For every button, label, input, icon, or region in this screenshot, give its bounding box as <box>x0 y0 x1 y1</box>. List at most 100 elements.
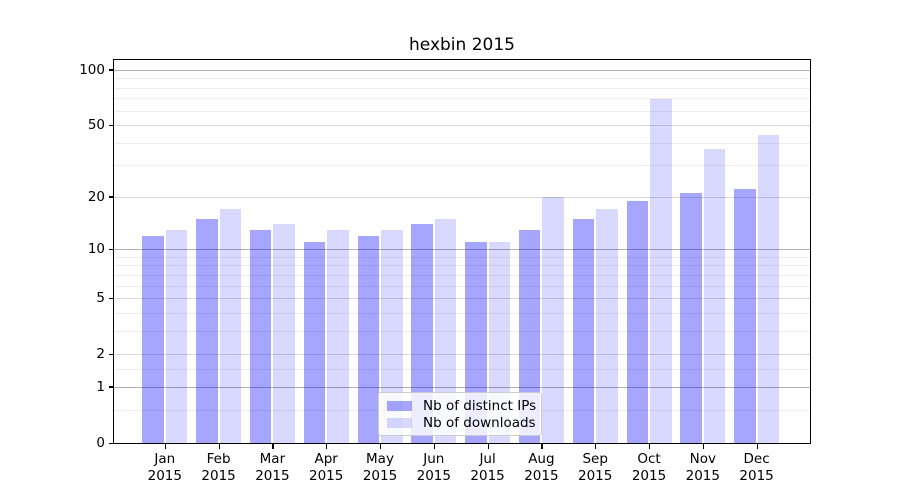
bar-distinct-ips-aug <box>518 229 541 443</box>
x-tick-month: Oct <box>637 451 661 467</box>
x-tick-year: 2015 <box>685 468 720 484</box>
x-tick-mark-feb <box>218 444 220 449</box>
x-tick-month: Nov <box>689 451 716 467</box>
x-tick-mark-oct <box>649 444 651 449</box>
x-tick-year: 2015 <box>255 468 290 484</box>
gridline-minor-4 <box>114 312 810 314</box>
gridline-minor-1.5 <box>114 368 810 370</box>
bar-distinct-ips-oct <box>626 200 648 443</box>
x-tick-month: May <box>366 451 394 467</box>
x-tick-year: 2015 <box>362 468 398 484</box>
bar-distinct-ips-apr <box>303 242 326 443</box>
x-tick-label-apr: Apr 2015 <box>309 451 343 485</box>
x-tick-mark-mar <box>272 444 274 449</box>
x-tick-mark-aug <box>541 444 543 449</box>
y-tick-mark-10 <box>109 248 113 250</box>
bar-downloads-sep <box>596 209 618 443</box>
gridline-minor-30 <box>114 165 810 167</box>
gridline-mid-50 <box>114 125 810 127</box>
x-tick-mark-jun <box>433 444 436 449</box>
x-tick-month: Mar <box>259 451 286 467</box>
legend-label-downloads: Nb of downloads <box>423 414 536 431</box>
bar-distinct-ips-may <box>357 235 379 443</box>
y-tick-label-10: 10 <box>87 241 105 258</box>
y-tick-mark-2 <box>109 353 113 355</box>
x-tick-mark-may <box>380 444 382 449</box>
x-tick-month: Feb <box>206 451 231 467</box>
x-tick-mark-dec <box>756 444 758 449</box>
y-tick-label-1: 1 <box>96 378 105 395</box>
x-tick-label-feb: Feb 2015 <box>201 451 235 485</box>
gridline-major-100 <box>114 69 810 71</box>
x-tick-year: 2015 <box>578 468 613 484</box>
y-tick-mark-50 <box>109 124 113 126</box>
gridline-minor-9 <box>114 256 810 258</box>
bar-downloads-oct <box>650 99 672 443</box>
x-tick-mark-nov <box>702 444 705 449</box>
gridline-minor-80 <box>114 87 810 89</box>
bar-downloads-nov <box>703 148 726 443</box>
gridline-minor-90 <box>114 78 810 80</box>
plot-area <box>113 59 811 444</box>
x-tick-month: Jan <box>154 451 176 467</box>
x-tick-month: Jun <box>423 451 445 467</box>
legend-label-distinct-ips: Nb of distinct IPs <box>423 397 537 414</box>
y-tick-label-20: 20 <box>87 188 105 205</box>
gridline-minor-40 <box>114 142 810 144</box>
x-tick-mark-jul <box>487 444 489 449</box>
y-tick-mark-0 <box>109 442 113 444</box>
gridline-mid-20 <box>114 196 810 198</box>
y-tick-mark-1 <box>109 386 113 388</box>
gridline-minor-7 <box>114 274 810 276</box>
bar-distinct-ips-mar <box>249 229 272 443</box>
x-tick-label-mar: Mar 2015 <box>255 451 289 485</box>
x-tick-year: 2015 <box>147 468 182 484</box>
x-tick-label-nov: Nov 2015 <box>686 451 720 485</box>
y-tick-label-50: 50 <box>87 117 105 134</box>
x-tick-year: 2015 <box>739 468 774 484</box>
x-tick-label-jun: Jun 2015 <box>417 451 451 485</box>
bar-distinct-ips-nov <box>680 193 702 443</box>
bar-downloads-jun <box>434 218 457 443</box>
x-tick-year: 2015 <box>631 468 667 484</box>
gridline-major-1 <box>114 386 810 388</box>
bar-downloads-jan <box>165 229 188 443</box>
chart-title: hexbin 2015 <box>409 35 515 55</box>
x-tick-month: Sep <box>582 451 608 467</box>
y-tick-label-100: 100 <box>79 61 105 78</box>
x-tick-mark-apr <box>326 444 328 449</box>
bar-distinct-ips-dec <box>734 189 756 443</box>
x-tick-label-dec: Dec 2015 <box>739 451 773 485</box>
bar-downloads-feb <box>219 209 242 443</box>
x-tick-label-may: May 2015 <box>363 451 397 485</box>
gridline-major-10 <box>114 249 810 251</box>
bar-distinct-ips-feb <box>196 218 218 443</box>
legend-item-downloads: Nb of downloads <box>387 414 536 431</box>
x-tick-year: 2015 <box>416 468 451 484</box>
x-tick-year: 2015 <box>524 468 559 484</box>
x-tick-label-jul: Jul 2015 <box>470 451 504 485</box>
y-tick-label-0: 0 <box>96 435 105 451</box>
gridline-minor-6 <box>114 285 810 287</box>
gridline-mid-5 <box>114 298 810 300</box>
x-tick-label-jan: Jan 2015 <box>148 451 182 485</box>
x-tick-month: Aug <box>528 451 555 467</box>
x-tick-label-oct: Oct 2015 <box>632 451 666 485</box>
y-tick-mark-5 <box>109 297 113 299</box>
x-tick-mark-jan <box>164 444 167 449</box>
y-tick-mark-100 <box>109 69 113 71</box>
x-tick-year: 2015 <box>470 468 505 484</box>
x-tick-label-sep: Sep 2015 <box>578 451 612 485</box>
bar-distinct-ips-sep <box>572 218 595 443</box>
y-tick-label-2: 2 <box>96 346 105 363</box>
gridline-minor-8 <box>114 265 810 267</box>
gridline-mid-2 <box>114 354 810 356</box>
x-tick-year: 2015 <box>309 468 344 484</box>
bar-distinct-ips-jan <box>142 235 164 443</box>
bar-downloads-apr <box>327 229 349 443</box>
x-tick-month: Apr <box>314 451 338 467</box>
legend-item-distinct-ips: Nb of distinct IPs <box>387 397 537 414</box>
x-tick-mark-sep <box>595 444 597 449</box>
legend-swatch-downloads <box>387 417 412 428</box>
x-tick-month: Dec <box>743 451 770 467</box>
